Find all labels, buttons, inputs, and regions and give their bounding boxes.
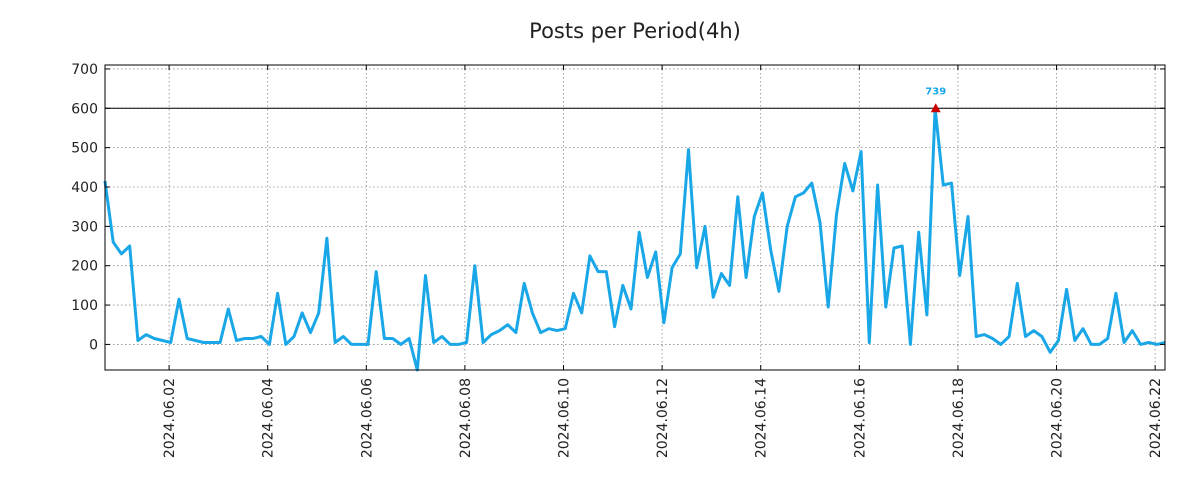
peak-marker <box>930 103 941 113</box>
y-tick-label: 300 <box>71 219 98 235</box>
y-tick-label: 400 <box>71 180 98 196</box>
series-group <box>103 106 1166 372</box>
x-tick-label: 2024.06.12 <box>655 378 671 458</box>
y-tick-label: 600 <box>71 101 98 117</box>
x-tick-label: 2024.06.10 <box>557 378 573 458</box>
x-axis: 2024.06.02 2024.06.04 2024.06.06 2024.06.08… <box>162 65 1164 458</box>
x-tick-label: 2024.06.20 <box>1050 378 1066 458</box>
plot-frame <box>104 64 1166 371</box>
y-axis: 0 100 200 300 400 500 600 700 <box>71 62 1165 353</box>
x-tick-label: 2024.06.18 <box>951 378 967 458</box>
gridlines <box>105 65 1165 370</box>
y-tick-label: 700 <box>71 62 98 78</box>
y-tick-label: 0 <box>89 337 98 353</box>
series-line <box>103 106 1166 372</box>
peak-group: 739 <box>925 86 946 113</box>
y-tick-label: 500 <box>71 141 98 157</box>
x-tick-label: 2024.06.14 <box>754 378 770 458</box>
x-tick-label: 2024.06.16 <box>852 378 868 458</box>
x-tick-label: 2024.06.04 <box>261 378 277 458</box>
x-tick-label: 2024.06.06 <box>359 378 375 458</box>
y-tick-label: 200 <box>71 259 98 275</box>
x-tick-label: 2024.06.08 <box>458 378 474 458</box>
x-tick-label: 2024.06.02 <box>162 378 178 458</box>
y-tick-label: 100 <box>71 298 98 314</box>
x-tick-label: 2024.06.22 <box>1148 378 1164 458</box>
chart-title: Posts per Period(4h) <box>529 19 741 43</box>
peak-label: 739 <box>925 86 946 97</box>
